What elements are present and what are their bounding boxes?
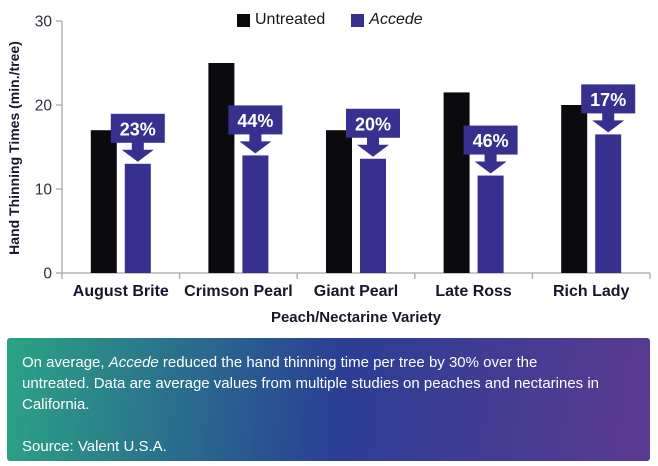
bar-accede-crimson-pearl (242, 155, 269, 273)
x-category-label: Crimson Pearl (184, 283, 292, 300)
legend-item-untreated: Untreated (237, 11, 325, 29)
legend-item-accede: Accede (351, 11, 423, 29)
bar-untreated-rich-lady (561, 105, 588, 273)
x-category-label: Rich Lady (553, 283, 630, 300)
bar-accede-august-brite (124, 163, 151, 273)
reduction-badge-rich-lady: 17% (581, 84, 636, 133)
bar-accede-late-ross (477, 175, 504, 273)
bar-untreated-crimson-pearl (208, 63, 235, 273)
y-axis-title: Hand Thinning Times (min./tree) (6, 41, 22, 255)
down-arrow-icon (239, 133, 272, 154)
reduction-label: 20% (355, 114, 391, 134)
down-arrow-icon (592, 112, 625, 133)
x-category-label: Late Ross (435, 283, 512, 300)
bar-untreated-giant-pearl (326, 130, 352, 273)
reduction-badge-crimson-pearl: 44% (228, 105, 283, 154)
reduction-badge-august-brite: 23% (110, 113, 165, 162)
bar-untreated-late-ross (443, 92, 470, 274)
reduction-label: 44% (237, 111, 273, 131)
x-category-label: August Brite (73, 283, 169, 300)
x-category-label: Giant Pearl (314, 283, 398, 300)
reduction-badge-late-ross: 46% (463, 125, 518, 174)
plot-area: 0 10 20 30 23% August Brite 44% Crimson Pearl 20… (35, 14, 651, 300)
bar-accede-giant-pearl (360, 158, 386, 273)
reduction-badge-giant-pearl: 20% (346, 108, 400, 157)
caption-text: On average, Accede reduced the hand thin… (22, 354, 600, 413)
source-text: Source: Valent U.S.A. (22, 438, 167, 455)
legend-swatch-accede (351, 13, 365, 27)
down-arrow-icon (474, 153, 507, 174)
x-axis-title: Peach/Nectarine Variety (270, 309, 442, 326)
chart-legend: Untreated Accede (237, 11, 423, 29)
reduction-label: 17% (590, 90, 626, 110)
legend-swatch-untreated (237, 13, 250, 27)
bar-untreated-august-brite (90, 130, 117, 273)
reduction-label: 23% (120, 119, 156, 139)
down-arrow-icon (357, 136, 389, 157)
caption-panel: On average, Accede reduced the hand thin… (7, 338, 650, 461)
reduction-label: 46% (473, 131, 509, 151)
legend-label-untreated: Untreated (255, 11, 326, 28)
y-tick-label: 10 (35, 182, 53, 199)
down-arrow-icon (121, 141, 154, 162)
bar-accede-rich-lady (595, 134, 622, 273)
y-tick-label: 0 (43, 266, 52, 283)
y-tick-label: 30 (35, 14, 53, 31)
y-tick-label: 20 (35, 98, 53, 115)
legend-label-accede: Accede (369, 11, 423, 28)
